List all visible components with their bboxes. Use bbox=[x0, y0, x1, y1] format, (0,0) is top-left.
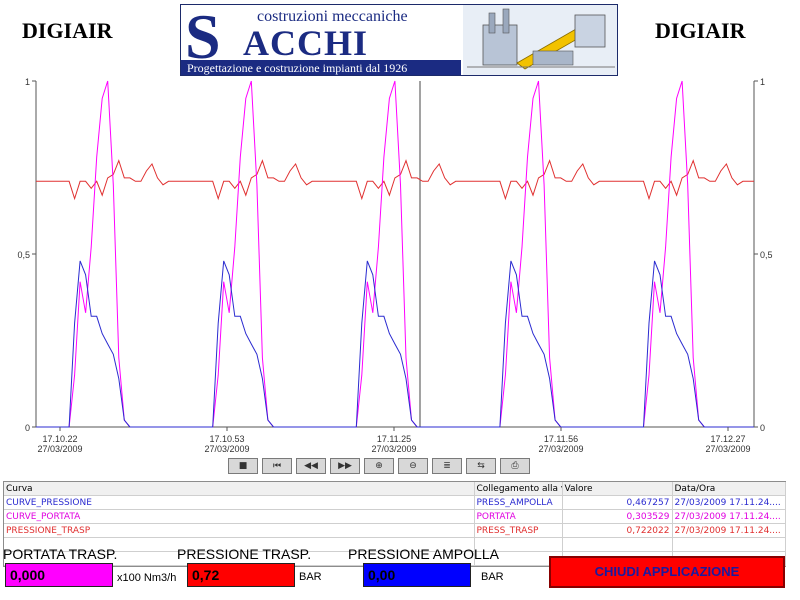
legend-cell-data: 27/03/2009 17.11.24.... bbox=[672, 523, 786, 538]
pressione-ampolla-label: PRESSIONE AMPOLLA bbox=[348, 546, 499, 562]
first-button[interactable]: ⏮ bbox=[262, 458, 292, 474]
x-tick-date: 27/03/2009 bbox=[204, 444, 249, 454]
export-icon: ⇆ bbox=[477, 461, 485, 471]
print-button[interactable]: ⎙ bbox=[500, 458, 530, 474]
forward-button[interactable]: ▶▶ bbox=[330, 458, 360, 474]
legend-cell-valore: 0,303529 bbox=[562, 509, 673, 524]
legend-cell-collegamento: PORTATA bbox=[474, 509, 563, 524]
pressione-ampolla-unit: BAR bbox=[481, 571, 504, 583]
pressione-trasp-label: PRESSIONE TRASP. bbox=[177, 546, 312, 562]
x-tick-time: 17.10.53 bbox=[209, 434, 244, 444]
y-tick-label-left: 0 bbox=[25, 423, 30, 433]
stop-button[interactable]: ■ bbox=[228, 458, 258, 474]
x-tick-date: 27/03/2009 bbox=[371, 444, 416, 454]
pressione-ampolla-value: 0,00 bbox=[363, 563, 471, 587]
rewind-icon: ◀◀ bbox=[304, 461, 318, 471]
zoom-in-icon: ⊕ bbox=[375, 461, 383, 471]
chart-toolbar: ■ ⏮ ◀◀ ▶▶ ⊕ ⊖ ≣ ⇆ ⎙ bbox=[228, 458, 530, 476]
plant-illustration-icon bbox=[463, 5, 617, 75]
zoom-out-icon: ⊖ bbox=[409, 461, 417, 471]
y-tick-label-left: 0,5 bbox=[17, 250, 30, 260]
legend-cell-valore: 0,722022 bbox=[562, 523, 673, 538]
stop-icon: ■ bbox=[238, 461, 248, 471]
print-icon: ⎙ bbox=[511, 461, 519, 471]
series-line-curve-pressione bbox=[36, 260, 754, 428]
legend-header-collegamento: Collegamento alla v bbox=[474, 482, 563, 496]
legend-cell-collegamento: PRESS_AMPOLLA bbox=[474, 495, 563, 510]
legend-header-valore: Valore bbox=[562, 482, 673, 496]
pressione-trasp-unit: BAR bbox=[299, 571, 322, 583]
zoom-in-button[interactable]: ⊕ bbox=[364, 458, 394, 474]
export-button[interactable]: ⇆ bbox=[466, 458, 496, 474]
x-tick-time: 17.12.27 bbox=[710, 434, 745, 444]
legend-header-data: Data/Ora bbox=[672, 482, 786, 496]
rewind-button[interactable]: ◀◀ bbox=[296, 458, 326, 474]
x-tick-time: 17.11.56 bbox=[544, 434, 578, 444]
y-tick-label-left: 1 bbox=[25, 77, 30, 87]
legend-header-row: Curva Collegamento alla v Valore Data/Or… bbox=[4, 482, 786, 496]
portata-label: PORTATA TRASP. bbox=[3, 546, 118, 562]
first-icon: ⏮ bbox=[272, 461, 282, 471]
legend-cell-data: 27/03/2009 17.11.24.... bbox=[672, 509, 786, 524]
sacchi-logo: costruzioni meccaniche S ACCHI Progettaz… bbox=[180, 4, 618, 76]
legend-cell-curva: CURVE_PRESSIONE bbox=[4, 495, 475, 510]
logo-name: ACCHI bbox=[243, 23, 369, 63]
legend-row[interactable]: CURVE_PRESSIONE PRESS_AMPOLLA 0,467257 27/0… bbox=[4, 495, 786, 510]
chart-ticks: 10,5010,5017.10.2227/03/200917.10.5327/0… bbox=[17, 77, 772, 454]
y-tick-label-right: 1 bbox=[760, 77, 765, 87]
trend-chart[interactable]: 10,5010,5017.10.2227/03/200917.10.5327/0… bbox=[0, 75, 800, 460]
legend-cell-curva: PRESSIONE_TRASP bbox=[4, 523, 475, 538]
close-application-button[interactable]: CHIUDI APPLICAZIONE bbox=[549, 556, 785, 588]
brand-right: DIGIAIR bbox=[655, 18, 746, 43]
logo-initial: S bbox=[185, 4, 221, 72]
legend-header-curva: Curva bbox=[4, 482, 475, 496]
portata-unit: x100 Nm3/h bbox=[117, 572, 177, 584]
pressione-trasp-value: 0,72 bbox=[187, 563, 295, 587]
zoom-out-button[interactable]: ⊖ bbox=[398, 458, 428, 474]
logo-tagline-bottom: Progettazione e costruzione impianti dal… bbox=[181, 60, 461, 75]
legend-cell-curva: CURVE_PORTATA bbox=[4, 509, 475, 524]
x-tick-date: 27/03/2009 bbox=[538, 444, 583, 454]
trend-legend-table: Curva Collegamento alla v Valore Data/Or… bbox=[3, 481, 786, 567]
legend-row[interactable]: CURVE_PORTATA PORTATA 0,303529 27/03/2009 1… bbox=[4, 509, 786, 524]
y-tick-label-right: 0 bbox=[760, 423, 765, 433]
legend-cell-data: 27/03/2009 17.11.24.... bbox=[672, 495, 786, 510]
forward-icon: ▶▶ bbox=[338, 461, 352, 471]
chart-lines bbox=[36, 80, 754, 428]
logo-tagline-top: costruzioni meccaniche bbox=[257, 8, 408, 25]
y-tick-label-right: 0,5 bbox=[760, 250, 773, 260]
legend-row[interactable]: PRESSIONE_TRASP PRESS_TRASP 0,722022 27/03/… bbox=[4, 523, 786, 538]
x-tick-time: 17.10.22 bbox=[42, 434, 77, 444]
brand-left: DIGIAIR bbox=[22, 18, 113, 43]
x-tick-time: 17.11.25 bbox=[377, 434, 411, 444]
x-tick-date: 27/03/2009 bbox=[705, 444, 750, 454]
portata-value: 0,000 bbox=[5, 563, 113, 587]
legend-cell-collegamento: PRESS_TRASP bbox=[474, 523, 563, 538]
legend-empty-row bbox=[4, 537, 786, 552]
config-icon: ≣ bbox=[443, 461, 451, 471]
legend-cell-valore: 0,467257 bbox=[562, 495, 673, 510]
series-line-pressione-trasp bbox=[36, 159, 754, 201]
x-tick-date: 27/03/2009 bbox=[37, 444, 82, 454]
config-button[interactable]: ≣ bbox=[432, 458, 462, 474]
